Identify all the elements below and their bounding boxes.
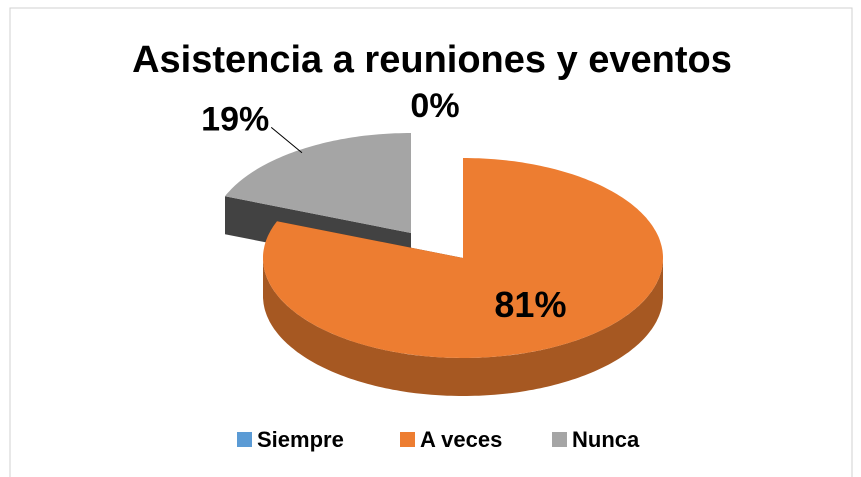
slice-side [263, 258, 663, 396]
legend-label: A veces [420, 427, 502, 452]
data-label: 19% [201, 100, 269, 138]
legend-swatch [400, 432, 415, 447]
legend-swatch [237, 432, 252, 447]
leader-line [270, 126, 303, 154]
pie-slice [225, 133, 411, 233]
pie: 0% 81% 19% [201, 87, 663, 396]
legend-label: Nunca [572, 427, 640, 452]
legend-swatch [552, 432, 567, 447]
pie-slice [263, 158, 663, 358]
chart-title: Asistencia a reuniones y eventos [132, 39, 732, 81]
legend-label: Siempre [257, 427, 344, 452]
legend: Siempre A veces Nunca [237, 427, 640, 452]
data-label: 0% [410, 87, 459, 125]
chart-frame [9, 7, 853, 477]
data-label: 81% [494, 284, 566, 325]
